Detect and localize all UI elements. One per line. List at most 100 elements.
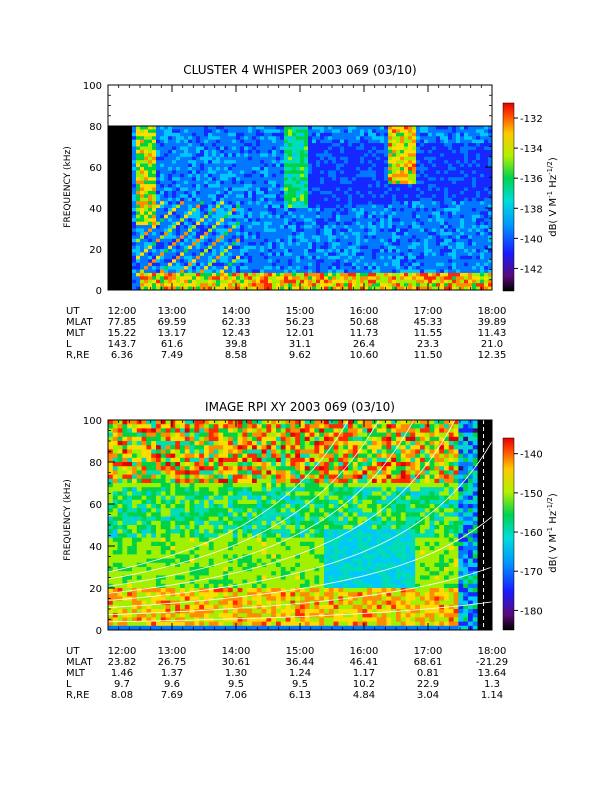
ephemeris-value: 143.7 — [108, 339, 137, 350]
ephemeris-value: 13.17 — [158, 328, 187, 339]
ephemeris-value: 13:00 — [158, 646, 187, 657]
ephemeris-row-label: UT — [66, 646, 80, 657]
ephemeris-value: 13:00 — [158, 306, 187, 317]
ephemeris-value: 26.75 — [158, 657, 187, 668]
y-tick-label: 0 — [96, 286, 102, 297]
y-tick-label: 100 — [83, 81, 102, 92]
colorbar-tick-label: -140 — [520, 234, 543, 245]
ephemeris-value: 13.64 — [478, 668, 507, 679]
ephemeris-value: 4.84 — [353, 690, 375, 701]
ephemeris-value: 15:00 — [286, 306, 315, 317]
ephemeris-value: 7.06 — [225, 690, 247, 701]
ephemeris-value: 11.55 — [414, 328, 443, 339]
ephemeris-value: 36.44 — [286, 657, 315, 668]
ephemeris-value: 30.61 — [222, 657, 251, 668]
ephemeris-value: 9.6 — [164, 679, 180, 690]
ephemeris-value: 18:00 — [478, 306, 507, 317]
ephemeris-value: 3.04 — [417, 690, 439, 701]
ephemeris-value: 1.37 — [161, 668, 183, 679]
colorbar: -132-134-136-138-140-142 dB( V M-1 Hz-1/… — [503, 103, 559, 291]
ephemeris-value: 77.85 — [108, 317, 137, 328]
ephemeris-value: 1.46 — [111, 668, 133, 679]
colorbar-tick-label: -132 — [520, 114, 543, 125]
colorbar-tick-label: -160 — [520, 528, 543, 539]
ephemeris-value: 7.49 — [161, 350, 183, 361]
ephemeris-row-label: L — [66, 339, 72, 350]
spectrogram-image — [108, 420, 493, 631]
colorbar-tick-label: -138 — [520, 204, 543, 215]
ephemeris-value: 21.0 — [481, 339, 503, 350]
ephemeris-value: 9.5 — [228, 679, 244, 690]
y-tick-label: 40 — [89, 542, 102, 553]
colorbar-ticks: -140 -150 -160 -170 -180 — [514, 450, 543, 618]
ephemeris-value: 17:00 — [414, 306, 443, 317]
ephemeris-value: 45.33 — [414, 317, 443, 328]
y-axis-label: FREQUENCY (kHz) — [63, 146, 73, 227]
colorbar-tick-label: -150 — [520, 489, 543, 500]
colorbar-tick-label: -180 — [520, 606, 543, 617]
y-tick-label: 40 — [89, 204, 102, 215]
ephemeris-value: 62.33 — [222, 317, 251, 328]
ephemeris-value: 31.1 — [289, 339, 311, 350]
chart-title: CLUSTER 4 WHISPER 2003 069 (03/10) — [183, 63, 416, 77]
colorbar-gradient — [503, 438, 514, 630]
y-tick-label: 80 — [89, 458, 102, 469]
ephemeris-row-label: R,RE — [66, 690, 89, 701]
ephemeris-row-label: MLT — [66, 668, 86, 679]
ephemeris-value: 15:00 — [286, 646, 315, 657]
ephemeris-value: 9.5 — [292, 679, 308, 690]
ephemeris-value: 6.36 — [111, 350, 133, 361]
ephemeris-value: 1.24 — [289, 668, 311, 679]
ephemeris-value: 18:00 — [478, 646, 507, 657]
ephemeris-value: 56.23 — [286, 317, 315, 328]
chart-title: IMAGE RPI XY 2003 069 (03/10) — [205, 400, 395, 414]
ephemeris-value: 12.35 — [478, 350, 507, 361]
ephemeris-row-label: UT — [66, 306, 80, 317]
ephemeris-value: 1.14 — [481, 690, 503, 701]
colorbar-label: dB( V M-1 Hz-1/2) — [546, 157, 559, 237]
ephemeris-value: 69.59 — [158, 317, 187, 328]
ephemeris-value: 9.62 — [289, 350, 311, 361]
ephemeris-value: 50.68 — [350, 317, 379, 328]
colorbar-gradient — [503, 103, 514, 291]
ephemeris-value: 1.17 — [353, 668, 375, 679]
ephemeris-value: 61.6 — [161, 339, 183, 350]
panel-cluster-whisper: CLUSTER 4 WHISPER 2003 069 (03/10) FREQU… — [63, 63, 559, 361]
y-tick-label: 0 — [96, 626, 102, 637]
ephemeris-value: 1.30 — [225, 668, 247, 679]
ephemeris-row-label: MLT — [66, 328, 86, 339]
ephemeris-value: 1.3 — [484, 679, 500, 690]
ephemeris-value: 8.58 — [225, 350, 247, 361]
ephemeris-value: 15.22 — [108, 328, 137, 339]
ephemeris-row-label: MLAT — [66, 657, 93, 668]
ephemeris-value: 9.7 — [114, 679, 130, 690]
colorbar-tick-label: -136 — [520, 174, 543, 185]
ephemeris-value: 12.43 — [222, 328, 251, 339]
panel-image-rpi: IMAGE RPI XY 2003 069 (03/10) FREQUENCY … — [63, 400, 559, 701]
y-tick-label: 100 — [83, 416, 102, 427]
colorbar-label: dB( V M-1 Hz-1/2) — [546, 493, 559, 573]
ephemeris-value: 39.89 — [478, 317, 507, 328]
colorbar-tick-label: -134 — [520, 144, 543, 155]
ephemeris-value: 11.50 — [414, 350, 443, 361]
y-tick-label: 80 — [89, 122, 102, 133]
ephemeris-value: 16:00 — [350, 646, 379, 657]
ephemeris-row-label: R,RE — [66, 350, 89, 361]
ephemeris-value: 7.69 — [161, 690, 183, 701]
ephemeris-row-label: L — [66, 679, 72, 690]
ephemeris-row-label: MLAT — [66, 317, 93, 328]
ephemeris-value: 68.61 — [414, 657, 443, 668]
ephemeris-value: -21.29 — [476, 657, 508, 668]
y-axis-label: FREQUENCY (kHz) — [63, 479, 73, 560]
colorbar-tick-label: -170 — [520, 567, 543, 578]
ephemeris-value: 23.3 — [417, 339, 439, 350]
ephemeris-value: 39.8 — [225, 339, 247, 350]
colorbar-tick-label: -140 — [520, 450, 543, 461]
ephemeris-value: 8.08 — [111, 690, 133, 701]
ephemeris-value: 10.60 — [350, 350, 379, 361]
colorbar: -140 -150 -160 -170 -180 dB( V M-1 Hz-1/2) — [503, 438, 559, 630]
ephemeris-value: 46.41 — [350, 657, 379, 668]
colorbar-ticks: -132-134-136-138-140-142 — [514, 114, 543, 275]
